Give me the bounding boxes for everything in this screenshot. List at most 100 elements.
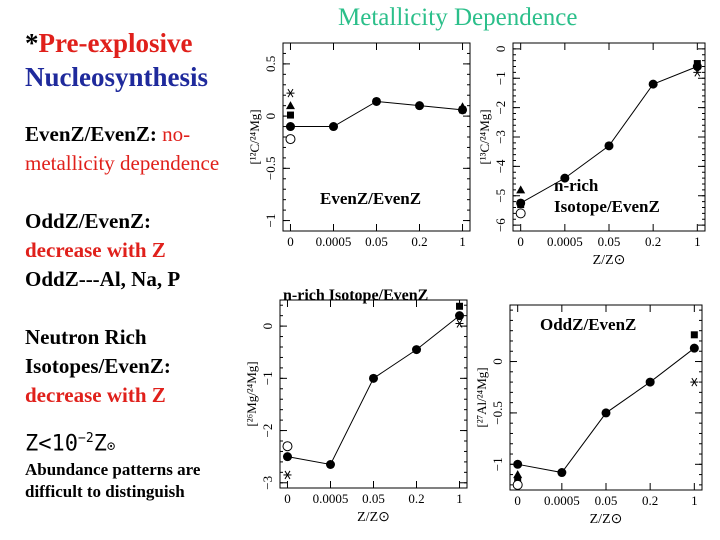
chart-annotation: n-rich Isotope/EvenZ [283, 287, 428, 304]
oddz-label: OddZ/EvenZ: [25, 209, 152, 233]
neutron-line1: Neutron Rich [25, 325, 147, 349]
chart-top-left: −1 −0.5 0 0.5 0 0.0005 0.05 0.2 1 [¹²C/²⁴Mg] EvenZ… [247, 42, 471, 249]
x-tick-label: 0 [284, 491, 291, 506]
x-tick-label: 0.2 [408, 491, 424, 506]
data-point [604, 141, 614, 151]
y-tick-label: −1 [260, 371, 275, 385]
x-tick-label: 0.0005 [544, 493, 580, 508]
neutron-text: decrease with Z [25, 383, 166, 407]
heading-second: Nucleosynthesis [25, 60, 265, 94]
x-tick-label: 0.2 [645, 234, 661, 249]
y-tick-label: −4 [493, 159, 508, 173]
evenz-text1: no- [156, 122, 191, 146]
data-point [513, 459, 523, 469]
y-tick-label: 0 [263, 113, 278, 120]
marker-open-circle [285, 134, 296, 145]
data-point [328, 122, 338, 132]
marker-triangle [516, 185, 526, 194]
oddz-text: decrease with Z [25, 238, 166, 262]
x-tick-label: 1 [691, 493, 698, 508]
y-axis-label: [²⁶Mg/²⁴Mg] [244, 361, 259, 426]
evenz-label: EvenZ/EvenZ: [25, 122, 157, 146]
data-point [415, 101, 425, 111]
marker-square [456, 302, 464, 310]
chart-annotation: n-rich [554, 176, 599, 195]
data-point [645, 377, 655, 387]
data-point [689, 343, 699, 353]
y-tick-label: −2 [260, 424, 275, 438]
x-tick-label: 0.05 [362, 491, 385, 506]
y-tick-label: −2 [493, 101, 508, 115]
marker-triangle [513, 470, 523, 479]
y-tick-label: 0.5 [263, 56, 278, 72]
x-axis-label: Z/Z⊙ [590, 512, 623, 527]
plot-frame [279, 299, 468, 489]
data-point [325, 460, 335, 469]
data-point [369, 373, 378, 383]
marker-asterisk [283, 470, 292, 480]
x-tick-label: 0.0005 [547, 234, 583, 249]
y-tick-label: −3 [260, 476, 275, 490]
x-axis-label: Z/Z⊙ [357, 510, 390, 525]
x-tick-label: 0 [517, 234, 524, 249]
x-tick-label: 0.05 [595, 493, 618, 508]
heading-star: * [25, 28, 39, 58]
x-tick-label: 0.0005 [316, 234, 352, 249]
marker-asterisk [455, 319, 464, 328]
data-point [601, 408, 611, 418]
x-tick-label: 0.0005 [313, 491, 349, 506]
neutron-line2: Isotopes/EvenZ: [25, 354, 171, 378]
x-tick-label: 0.05 [365, 234, 388, 249]
marker-open-circle [282, 441, 293, 452]
y-tick-label: 0 [260, 323, 275, 330]
chart-annotation: OddZ/EvenZ [540, 315, 636, 334]
marker-triangle [285, 101, 295, 110]
y-tick-label: −1 [490, 457, 505, 471]
data-point [692, 62, 702, 71]
data-point [455, 311, 465, 321]
x-tick-label: 0.05 [598, 234, 621, 249]
data-point [412, 345, 422, 355]
chart-bottom-left: −3 −2 −1 0 0 0.0005 0.05 0.2 1 [²⁶Mg/²⁴Mg] Z/Z⊙ n-r… [244, 287, 468, 525]
marker-open-circle [515, 208, 526, 219]
note-line1: Abundance patterns are [25, 460, 201, 480]
y-tick-label: −3 [493, 130, 508, 144]
x-axis-label: Z/Z⊙ [593, 253, 626, 268]
z-exp: −2 [78, 431, 94, 446]
evenz-text2: metallicity dependence [25, 151, 220, 175]
marker-square [514, 476, 522, 484]
y-axis-label: [²⁷Al/²⁴Mg] [474, 367, 489, 427]
y-tick-label: −1 [493, 71, 508, 85]
chart-bottom-right: −1 −0.5 0 0 0.0005 0.05 0.2 1 [²⁷Al/²⁴Mg] Z/Z⊙ Odd… [474, 304, 703, 527]
heading: *Pre-explosive [25, 26, 265, 60]
z-suffix: Z [93, 431, 107, 457]
data-point [557, 468, 567, 478]
series-line [287, 315, 460, 466]
evenz-block: EvenZ/EvenZ: no- [25, 120, 265, 149]
data-point [372, 96, 381, 106]
x-tick-label: 0.2 [411, 234, 427, 249]
x-tick-label: 0 [514, 493, 521, 508]
y-tick-label: −6 [493, 218, 508, 232]
series-line [520, 66, 698, 204]
x-tick-label: 1 [456, 491, 463, 506]
y-axis-label: [¹²C/²⁴Mg] [247, 109, 262, 164]
marker-open-circle [512, 479, 523, 490]
x-tick-label: 1 [459, 234, 466, 249]
chart-annotation: EvenZ/EvenZ [320, 189, 421, 208]
data-point [285, 122, 295, 132]
heading-line2: Nucleosynthesis [25, 62, 209, 92]
data-point [560, 173, 570, 183]
x-tick-label: 1 [694, 234, 701, 249]
x-tick-label: 0.2 [642, 493, 658, 508]
y-tick-label: −5 [493, 189, 508, 203]
y-tick-label: 0 [490, 358, 505, 365]
y-tick-label: −0.5 [490, 401, 505, 425]
data-point [282, 452, 292, 462]
z-condition: Z<10−2Z⊙ [25, 426, 265, 459]
data-point [648, 79, 658, 89]
oddz-elements: OddZ---Al, Na, P [25, 267, 181, 291]
y-tick-label: 0 [493, 46, 508, 53]
chart-top-right: −6 −5 −4 −3 −2 −1 0 0 0.0005 0.05 0.2 1 [¹³C/²⁴Mg] Z/… [477, 42, 706, 268]
